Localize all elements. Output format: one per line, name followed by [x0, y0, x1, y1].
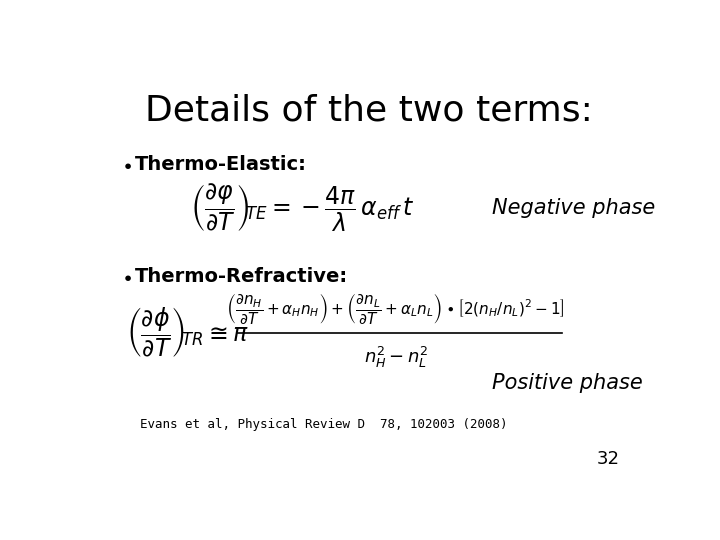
Text: $\bullet$: $\bullet$: [121, 155, 132, 174]
Text: $\bullet$: $\bullet$: [121, 267, 132, 286]
Text: $n_H^2 - n_L^2$: $n_H^2 - n_L^2$: [364, 346, 428, 370]
Text: Negative phase: Negative phase: [492, 198, 655, 218]
Text: Thermo-Elastic:: Thermo-Elastic:: [135, 155, 307, 174]
Text: Thermo-Refractive:: Thermo-Refractive:: [135, 267, 348, 286]
Text: Evans et al, Physical Review D  78, 102003 (2008): Evans et al, Physical Review D 78, 10200…: [140, 418, 508, 431]
Text: Positive phase: Positive phase: [492, 373, 642, 393]
Text: $\left(\dfrac{\partial\phi}{\partial T}\right)_{\!\!TR} \cong \pi$: $\left(\dfrac{\partial\phi}{\partial T}\…: [126, 306, 249, 360]
Text: 32: 32: [597, 450, 620, 468]
Text: $\left(\dfrac{\partial\varphi}{\partial T}\right)_{\!\!TE} = -\dfrac{4\pi}{\lamb: $\left(\dfrac{\partial\varphi}{\partial …: [190, 183, 414, 234]
Text: $\left(\dfrac{\partial n_H}{\partial T} + \alpha_H n_H\right) + \left(\dfrac{\pa: $\left(\dfrac{\partial n_H}{\partial T} …: [226, 291, 565, 326]
Text: Details of the two terms:: Details of the two terms:: [145, 94, 593, 128]
